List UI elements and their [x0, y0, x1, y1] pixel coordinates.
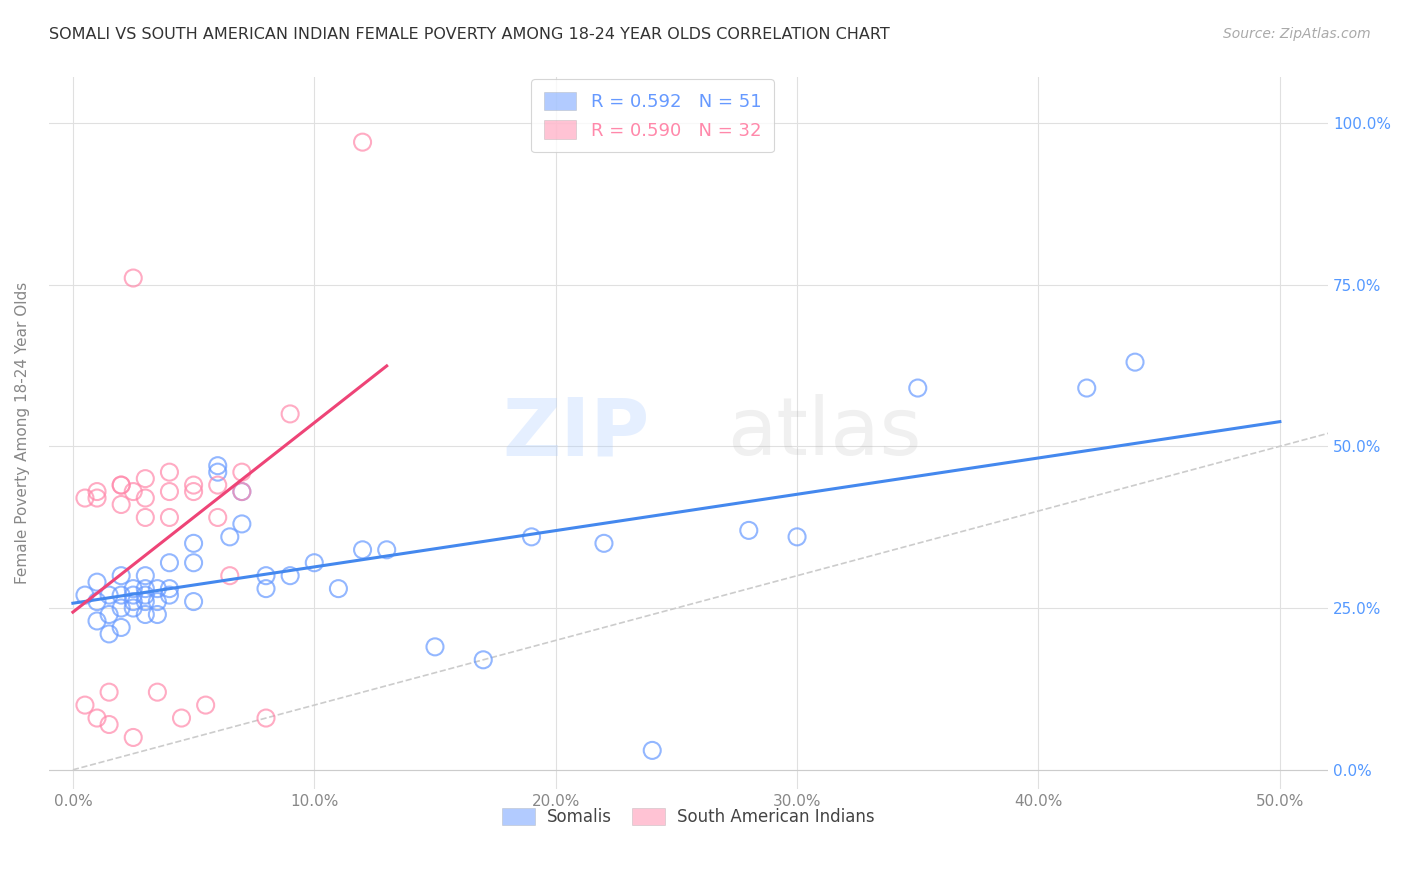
Point [159, 588, 181, 602]
Point [183, 556, 205, 570]
Point [278, 407, 301, 421]
Point [122, 588, 145, 602]
Point [86, 614, 108, 628]
Point [98, 588, 121, 602]
Point [86, 484, 108, 499]
Point [218, 530, 240, 544]
Point [183, 594, 205, 608]
Point [86, 711, 108, 725]
Point [254, 582, 277, 596]
Point [159, 582, 181, 596]
Point [134, 510, 156, 524]
Text: SOMALI VS SOUTH AMERICAN INDIAN FEMALE POVERTY AMONG 18-24 YEAR OLDS CORRELATION: SOMALI VS SOUTH AMERICAN INDIAN FEMALE P… [49, 27, 890, 42]
Point [73, 698, 96, 712]
Point [183, 484, 205, 499]
Point [86, 491, 108, 505]
Point [231, 484, 253, 499]
Text: atlas: atlas [727, 394, 921, 473]
Point [207, 478, 229, 492]
Point [207, 465, 229, 479]
Point [304, 556, 326, 570]
Point [254, 711, 277, 725]
Point [423, 640, 446, 654]
Point [520, 530, 543, 544]
Point [159, 510, 181, 524]
Point [146, 582, 169, 596]
Point [231, 516, 253, 531]
Point [1123, 355, 1146, 369]
Point [207, 510, 229, 524]
Point [1076, 381, 1098, 395]
Point [328, 582, 350, 596]
Point [254, 568, 277, 582]
Point [231, 465, 253, 479]
Point [134, 594, 156, 608]
Point [194, 698, 217, 712]
Legend: Somalis, South American Indians: Somalis, South American Indians [494, 799, 883, 834]
Point [134, 491, 156, 505]
Point [907, 381, 929, 395]
Point [110, 478, 132, 492]
Point [86, 575, 108, 590]
Point [122, 484, 145, 499]
Point [73, 491, 96, 505]
Point [593, 536, 616, 550]
Point [110, 568, 132, 582]
Point [134, 472, 156, 486]
Point [352, 542, 374, 557]
Point [122, 271, 145, 285]
Point [122, 582, 145, 596]
Point [134, 588, 156, 602]
Point [98, 717, 121, 731]
Point [146, 594, 169, 608]
Point [641, 743, 664, 757]
Point [122, 601, 145, 615]
Point [146, 607, 169, 622]
Point [110, 478, 132, 492]
Point [786, 530, 808, 544]
Point [110, 498, 132, 512]
Point [110, 601, 132, 615]
Y-axis label: Female Poverty Among 18-24 Year Olds: Female Poverty Among 18-24 Year Olds [15, 282, 30, 584]
Point [134, 607, 156, 622]
Point [159, 556, 181, 570]
Point [146, 685, 169, 699]
Point [110, 620, 132, 634]
Point [134, 568, 156, 582]
Point [170, 711, 193, 725]
Point [122, 594, 145, 608]
Point [134, 582, 156, 596]
Point [278, 568, 301, 582]
Point [159, 465, 181, 479]
Point [98, 607, 121, 622]
Point [231, 484, 253, 499]
Point [472, 653, 495, 667]
Point [73, 588, 96, 602]
Point [183, 478, 205, 492]
Point [352, 135, 374, 149]
Point [98, 685, 121, 699]
Point [207, 458, 229, 473]
Point [110, 588, 132, 602]
Point [159, 484, 181, 499]
Point [98, 627, 121, 641]
Point [218, 568, 240, 582]
Point [86, 594, 108, 608]
Point [183, 536, 205, 550]
Text: Source: ZipAtlas.com: Source: ZipAtlas.com [1223, 27, 1371, 41]
Point [738, 524, 761, 538]
Point [122, 731, 145, 745]
Text: ZIP: ZIP [503, 394, 650, 473]
Point [375, 542, 398, 557]
